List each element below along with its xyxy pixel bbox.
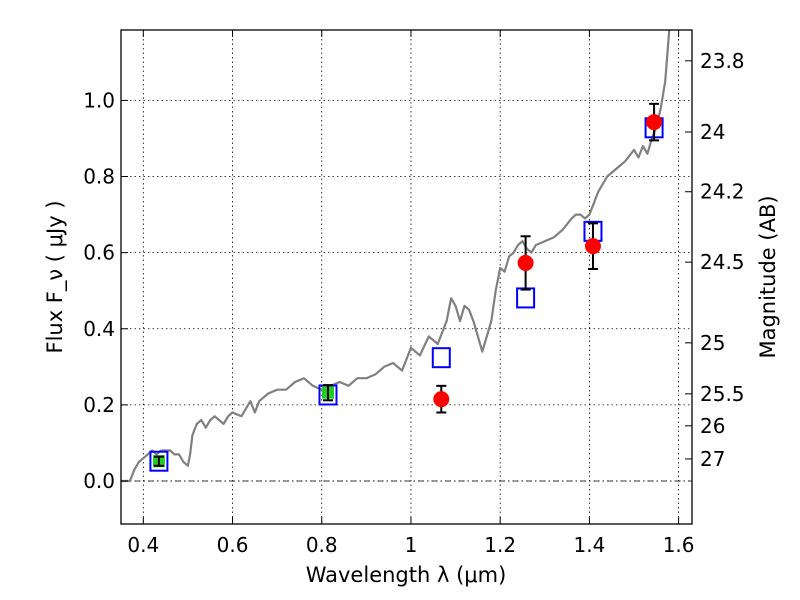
y-tick-label: 0.6 <box>83 241 115 265</box>
model-square-point <box>431 347 451 369</box>
red-point <box>584 238 601 255</box>
x-tick-label: 0.8 <box>306 533 338 557</box>
model-square-point <box>516 287 536 309</box>
right-tick-label: 24.2 <box>700 180 745 204</box>
right-tick-label: 25.5 <box>700 382 745 406</box>
y-tick-label: 1.0 <box>83 88 115 112</box>
x-tick-label: 1 <box>405 533 418 557</box>
x-tick-label: 1.6 <box>663 533 695 557</box>
right-tick-label: 24 <box>700 120 725 144</box>
model-square-point <box>149 450 169 472</box>
red-point <box>433 391 450 408</box>
x-tick-label: 1.2 <box>484 533 516 557</box>
right-tick-label: 26 <box>700 414 725 438</box>
y-tick-label: 0.0 <box>83 469 115 493</box>
y-tick-label: 0.4 <box>83 317 115 341</box>
right-tick-label: 24.5 <box>700 250 745 274</box>
y-tick-label: 0.2 <box>83 393 115 417</box>
data-markers <box>149 102 664 472</box>
gridlines <box>121 30 692 524</box>
y-tick-label: 0.8 <box>83 165 115 189</box>
x-tick-label: 1.4 <box>573 533 605 557</box>
plot-area <box>121 30 671 483</box>
x-tick-label: 0.4 <box>127 533 159 557</box>
plot-frame <box>120 29 693 525</box>
axis-ticks: 0.4 0.6 0.8 1 1.2 1.4 1.6 0.0 0.2 0.4 0.6 0.8 1.0 23.… <box>83 30 745 557</box>
x-tick-label: 0.6 <box>217 533 249 557</box>
right-tick-label: 27 <box>700 447 725 471</box>
red-point <box>646 114 663 131</box>
x-axis-label: Wavelength λ (μm) <box>306 563 507 587</box>
right-tick-label: 23.8 <box>700 49 745 73</box>
right-tick-label: 25 <box>700 331 725 355</box>
red-point <box>517 254 534 271</box>
right-axis-label: Magnitude (AB) <box>756 195 780 358</box>
y-axis-label: Flux F_ν ( μJy ) <box>43 200 68 353</box>
model-spectrum-line <box>121 30 671 483</box>
